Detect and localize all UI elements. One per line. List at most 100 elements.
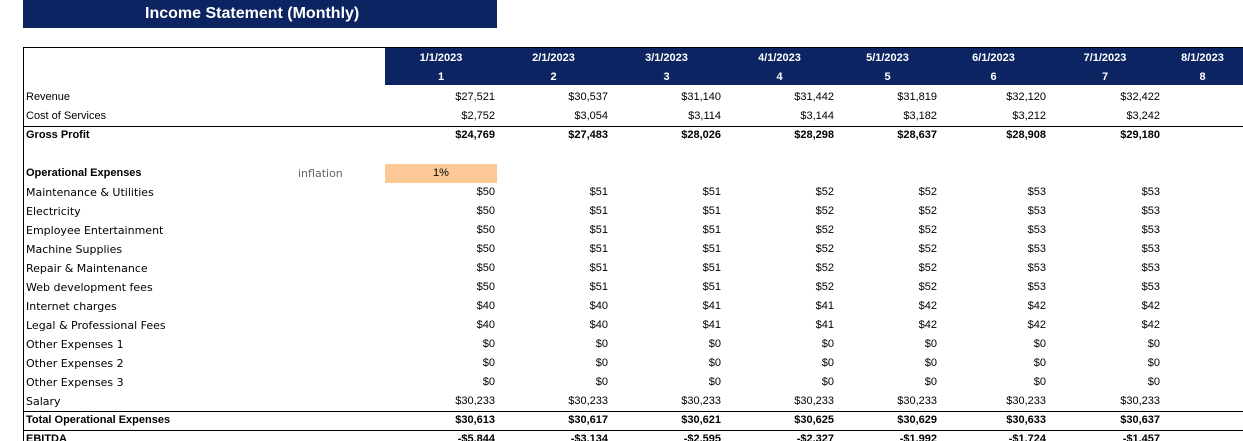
value-cell[interactable]: $42 xyxy=(1141,300,1160,312)
value-cell[interactable]: $52 xyxy=(918,186,937,198)
value-cell[interactable]: $0 xyxy=(595,357,608,369)
value-cell[interactable]: $51 xyxy=(589,186,608,198)
value-cell[interactable]: $51 xyxy=(702,224,721,236)
value-cell[interactable]: $0 xyxy=(1147,376,1160,388)
value-cell[interactable]: $30,233 xyxy=(1006,395,1046,407)
value-cell[interactable]: $41 xyxy=(702,300,721,312)
value-cell[interactable]: $51 xyxy=(589,281,608,293)
value-cell[interactable]: $0 xyxy=(1147,357,1160,369)
value-cell[interactable]: $53 xyxy=(1141,186,1160,198)
value-cell[interactable]: $0 xyxy=(1033,357,1046,369)
value-cell[interactable]: $27,483 xyxy=(568,129,608,141)
value-cell[interactable]: $53 xyxy=(1141,262,1160,274)
value-cell[interactable]: $30,637 xyxy=(1120,414,1160,426)
value-cell[interactable]: -$1,724 xyxy=(1008,433,1046,441)
value-cell[interactable]: $52 xyxy=(918,205,937,217)
value-cell[interactable]: $31,140 xyxy=(681,91,721,103)
value-cell[interactable]: $41 xyxy=(702,319,721,331)
value-cell[interactable]: $28,026 xyxy=(681,129,721,141)
value-cell[interactable]: $50 xyxy=(476,262,495,274)
value-cell[interactable]: $0 xyxy=(924,376,937,388)
value-cell[interactable]: $30,233 xyxy=(1120,395,1160,407)
value-cell[interactable]: $0 xyxy=(708,338,721,350)
value-cell[interactable]: $32,422 xyxy=(1120,91,1160,103)
value-cell[interactable]: $53 xyxy=(1141,205,1160,217)
value-cell[interactable]: $0 xyxy=(821,338,834,350)
value-cell[interactable]: $53 xyxy=(1027,281,1046,293)
value-cell[interactable]: $0 xyxy=(595,376,608,388)
value-cell[interactable]: $31,819 xyxy=(897,91,937,103)
value-cell[interactable]: $28,908 xyxy=(1006,129,1046,141)
value-cell[interactable]: $30,633 xyxy=(1006,414,1046,426)
value-cell[interactable]: -$3,134 xyxy=(570,433,608,441)
value-cell[interactable]: $51 xyxy=(702,243,721,255)
value-cell[interactable]: $53 xyxy=(1027,262,1046,274)
value-cell[interactable]: $3,242 xyxy=(1126,110,1160,122)
value-cell[interactable]: $30,625 xyxy=(794,414,834,426)
value-cell[interactable]: $24,769 xyxy=(455,129,495,141)
value-cell[interactable]: -$1,457 xyxy=(1122,433,1160,441)
value-cell[interactable]: $0 xyxy=(1147,338,1160,350)
value-cell[interactable]: $30,537 xyxy=(568,91,608,103)
value-cell[interactable]: $53 xyxy=(1141,243,1160,255)
value-cell[interactable]: $30,233 xyxy=(681,395,721,407)
value-cell[interactable]: $52 xyxy=(815,243,834,255)
value-cell[interactable]: $50 xyxy=(476,205,495,217)
value-cell[interactable]: $51 xyxy=(589,205,608,217)
value-cell[interactable]: -$1,992 xyxy=(899,433,937,441)
value-cell[interactable]: $3,114 xyxy=(688,110,721,122)
value-cell[interactable]: $30,233 xyxy=(897,395,937,407)
value-cell[interactable]: $41 xyxy=(815,319,834,331)
value-cell[interactable]: $51 xyxy=(589,243,608,255)
value-cell[interactable]: $40 xyxy=(476,319,495,331)
value-cell[interactable]: $0 xyxy=(1033,338,1046,350)
value-cell[interactable]: $0 xyxy=(595,338,608,350)
value-cell[interactable]: $42 xyxy=(918,300,937,312)
value-cell[interactable]: $51 xyxy=(589,224,608,236)
value-cell[interactable]: $50 xyxy=(476,224,495,236)
value-cell[interactable]: $52 xyxy=(918,224,937,236)
value-cell[interactable]: $52 xyxy=(815,186,834,198)
value-cell[interactable]: $51 xyxy=(589,262,608,274)
value-cell[interactable]: $50 xyxy=(476,281,495,293)
value-cell[interactable]: $51 xyxy=(702,205,721,217)
value-cell[interactable]: $40 xyxy=(476,300,495,312)
value-cell[interactable]: $0 xyxy=(708,357,721,369)
value-cell[interactable]: $53 xyxy=(1027,224,1046,236)
value-cell[interactable]: -$2,327 xyxy=(796,433,834,441)
value-cell[interactable]: $2,752 xyxy=(461,110,495,122)
value-cell[interactable]: $31,442 xyxy=(794,91,834,103)
value-cell[interactable]: $0 xyxy=(482,338,495,350)
value-cell[interactable]: $52 xyxy=(815,224,834,236)
value-cell[interactable]: $28,298 xyxy=(794,129,834,141)
value-cell[interactable]: $42 xyxy=(1141,319,1160,331)
value-cell[interactable]: $52 xyxy=(815,205,834,217)
value-cell[interactable]: $30,233 xyxy=(455,395,495,407)
value-cell[interactable]: $52 xyxy=(918,281,937,293)
value-cell[interactable]: $0 xyxy=(708,376,721,388)
value-cell[interactable]: -$5,844 xyxy=(457,433,495,441)
value-cell[interactable]: $30,629 xyxy=(897,414,937,426)
value-cell[interactable]: $0 xyxy=(924,357,937,369)
value-cell[interactable]: $52 xyxy=(918,243,937,255)
value-cell[interactable]: $52 xyxy=(815,281,834,293)
value-cell[interactable]: $30,613 xyxy=(455,414,495,426)
value-cell[interactable]: $32,120 xyxy=(1006,91,1046,103)
value-cell[interactable]: $30,233 xyxy=(568,395,608,407)
value-cell[interactable]: $42 xyxy=(918,319,937,331)
value-cell[interactable]: $30,617 xyxy=(568,414,608,426)
value-cell[interactable]: $30,233 xyxy=(794,395,834,407)
value-cell[interactable]: $51 xyxy=(702,262,721,274)
value-cell[interactable]: $0 xyxy=(1033,376,1046,388)
value-cell[interactable]: $50 xyxy=(476,243,495,255)
value-cell[interactable]: -$2,595 xyxy=(683,433,721,441)
value-cell[interactable]: $3,054 xyxy=(574,110,608,122)
value-cell[interactable]: $53 xyxy=(1141,224,1160,236)
value-cell[interactable]: $51 xyxy=(702,186,721,198)
value-cell[interactable]: $3,212 xyxy=(1012,110,1046,122)
value-cell[interactable]: $42 xyxy=(1027,319,1046,331)
value-cell[interactable]: $40 xyxy=(589,300,608,312)
value-cell[interactable]: $50 xyxy=(476,186,495,198)
value-cell[interactable]: $52 xyxy=(918,262,937,274)
value-cell[interactable]: $0 xyxy=(924,338,937,350)
